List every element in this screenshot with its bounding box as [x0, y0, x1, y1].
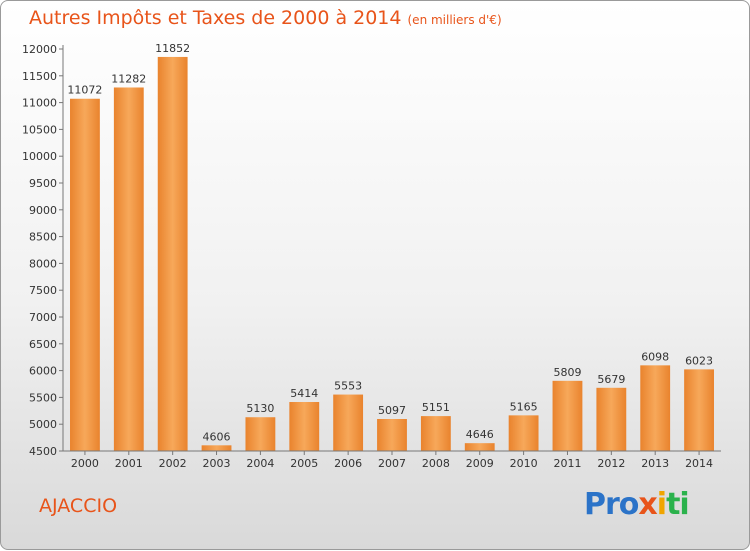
bar-value-label: 11072 [67, 84, 102, 97]
bar-value-label: 4606 [203, 430, 231, 443]
bar [464, 443, 495, 451]
bar [333, 394, 364, 451]
x-tick-label: 2010 [510, 457, 538, 470]
bar [289, 402, 320, 451]
y-tick-label: 9500 [29, 177, 57, 190]
bar-value-label: 6023 [685, 354, 713, 367]
chart-unit: (en milliers d'€) [407, 13, 502, 27]
logo-part-3: i [656, 487, 667, 522]
bar-value-label: 5809 [553, 366, 581, 379]
y-tick-label: 8000 [29, 257, 57, 270]
bar-value-label: 6098 [641, 350, 669, 363]
bar [420, 416, 451, 451]
x-tick-label: 2011 [553, 457, 581, 470]
location-label: AJACCIO [39, 495, 118, 517]
bar [377, 419, 407, 451]
bar-value-label: 5414 [290, 387, 318, 400]
x-tick-label: 2004 [246, 457, 274, 470]
x-tick-label: 2013 [641, 457, 669, 470]
bar [113, 87, 144, 451]
x-tick-label: 2002 [159, 457, 187, 470]
bar [201, 445, 232, 451]
bar [640, 365, 671, 451]
bar [552, 380, 583, 451]
bar-value-label: 5151 [422, 401, 450, 414]
bar-value-label: 5130 [246, 402, 274, 415]
y-tick-label: 5000 [29, 418, 57, 431]
chart-title-text: Autres Impôts et Taxes de 2000 à 2014 [29, 7, 402, 29]
x-tick-label: 2014 [685, 457, 713, 470]
y-tick-label: 9000 [29, 204, 57, 217]
bar-value-label: 5553 [334, 380, 362, 393]
y-tick-label: 7500 [29, 284, 57, 297]
bar [596, 387, 627, 451]
bar-value-label: 5679 [597, 373, 625, 386]
x-tick-label: 2012 [597, 457, 625, 470]
y-tick-label: 11000 [22, 97, 57, 110]
bar-value-label: 11282 [111, 72, 146, 85]
bar [70, 98, 100, 452]
bar-value-label: 5165 [510, 400, 538, 413]
bar [157, 56, 188, 451]
x-tick-label: 2000 [71, 457, 99, 470]
x-tick-label: 2006 [334, 457, 362, 470]
y-tick-label: 11500 [22, 70, 57, 83]
x-tick-label: 2007 [378, 457, 406, 470]
bar [508, 415, 539, 451]
bar [245, 417, 276, 451]
x-tick-label: 2008 [422, 457, 450, 470]
proxiti-logo: Proxiti [584, 487, 694, 523]
y-tick-label: 12000 [22, 43, 57, 56]
chart-title: Autres Impôts et Taxes de 2000 à 2014 (en… [29, 7, 502, 29]
bar-value-label: 11852 [155, 42, 190, 55]
y-tick-label: 8500 [29, 231, 57, 244]
y-tick-label: 10500 [22, 123, 57, 136]
bar-value-label: 5097 [378, 404, 406, 417]
y-tick-label: 6000 [29, 365, 57, 378]
y-tick-label: 6500 [29, 338, 57, 351]
bar [684, 369, 714, 451]
x-tick-label: 2003 [203, 457, 231, 470]
x-tick-label: 2005 [290, 457, 318, 470]
logo-part-1: Pro [584, 487, 639, 522]
y-tick-label: 5500 [29, 391, 57, 404]
bar-value-label: 4646 [466, 428, 494, 441]
y-tick-label: 7000 [29, 311, 57, 324]
logo-part-2: x [638, 487, 657, 522]
y-tick-label: 10000 [22, 150, 57, 163]
x-tick-label: 2001 [115, 457, 143, 470]
x-tick-label: 2009 [466, 457, 494, 470]
y-tick-label: 4500 [29, 445, 57, 458]
logo-part-4: ti [666, 487, 690, 522]
